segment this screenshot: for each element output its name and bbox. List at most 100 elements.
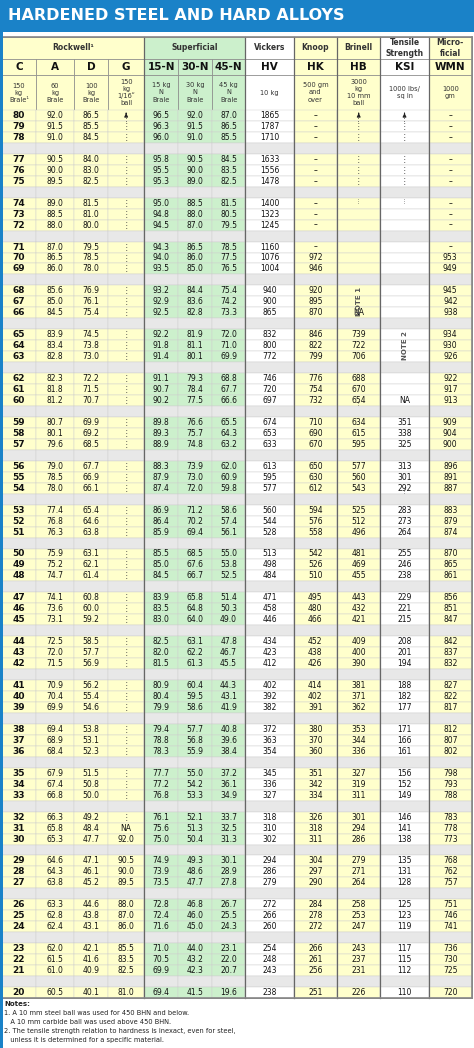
Bar xyxy=(212,505,246,516)
Text: 45.5: 45.5 xyxy=(220,659,237,669)
Bar xyxy=(293,241,337,253)
Bar xyxy=(246,285,293,297)
Text: 84.5: 84.5 xyxy=(83,133,100,141)
Text: 409: 409 xyxy=(351,637,366,647)
Text: 336: 336 xyxy=(262,780,277,789)
Bar xyxy=(212,143,246,154)
Text: 706: 706 xyxy=(351,352,366,362)
Text: –: – xyxy=(313,111,317,119)
Text: 65: 65 xyxy=(13,330,25,340)
Text: unless it is determined for a specific material.: unless it is determined for a specific m… xyxy=(4,1038,164,1043)
Text: 243: 243 xyxy=(262,966,277,975)
Bar xyxy=(178,855,212,867)
Bar xyxy=(246,384,293,395)
Text: 61.0: 61.0 xyxy=(46,966,64,975)
Bar xyxy=(2,604,36,614)
Text: 78.3: 78.3 xyxy=(153,747,170,756)
Bar xyxy=(74,241,108,253)
Text: 896: 896 xyxy=(443,462,457,471)
Bar xyxy=(293,341,337,351)
Bar xyxy=(2,395,36,406)
Bar xyxy=(381,669,428,680)
Text: –: – xyxy=(313,122,317,131)
Bar xyxy=(428,439,472,450)
Text: 799: 799 xyxy=(308,352,323,362)
Bar xyxy=(178,592,212,604)
Text: 762: 762 xyxy=(443,868,457,876)
Text: 392: 392 xyxy=(262,692,277,701)
Bar xyxy=(293,253,337,263)
Text: 634: 634 xyxy=(351,418,366,427)
Text: 86.5: 86.5 xyxy=(46,254,64,262)
Text: 80: 80 xyxy=(13,111,25,119)
Bar xyxy=(36,648,74,658)
Text: 318: 318 xyxy=(308,824,322,832)
Bar xyxy=(246,538,293,548)
Bar xyxy=(293,801,337,811)
Text: ⋮: ⋮ xyxy=(122,790,130,800)
Bar xyxy=(212,790,246,801)
Bar xyxy=(293,384,337,395)
Bar xyxy=(337,516,381,526)
Text: ⋮: ⋮ xyxy=(122,561,130,569)
Bar xyxy=(178,779,212,790)
Text: 41: 41 xyxy=(12,681,25,690)
Text: 59.5: 59.5 xyxy=(186,692,203,701)
Text: 75.7: 75.7 xyxy=(186,429,203,438)
Bar xyxy=(381,209,428,220)
Text: 91.0: 91.0 xyxy=(46,133,64,141)
Bar xyxy=(74,297,108,307)
Bar xyxy=(144,461,178,472)
Bar xyxy=(337,867,381,877)
Bar xyxy=(108,790,144,801)
Bar xyxy=(337,154,381,165)
Bar xyxy=(36,702,74,713)
Bar xyxy=(212,329,246,341)
Text: 934: 934 xyxy=(443,330,457,340)
Text: 67: 67 xyxy=(12,298,25,306)
Text: 85.0: 85.0 xyxy=(186,264,203,274)
Bar xyxy=(36,965,74,976)
Bar xyxy=(178,241,212,253)
Text: –: – xyxy=(448,122,452,131)
Bar xyxy=(246,877,293,889)
Bar xyxy=(212,417,246,428)
Bar xyxy=(428,329,472,341)
Bar xyxy=(178,845,212,855)
Bar xyxy=(36,669,74,680)
Bar xyxy=(108,384,144,395)
Bar xyxy=(212,439,246,450)
Bar xyxy=(2,526,36,538)
Bar xyxy=(293,450,337,461)
Text: 92.0: 92.0 xyxy=(46,111,64,119)
Bar xyxy=(36,329,74,341)
Text: ⋮: ⋮ xyxy=(122,308,130,318)
Bar xyxy=(246,746,293,757)
Bar xyxy=(337,417,381,428)
Text: 837: 837 xyxy=(443,648,457,657)
Text: ⋮: ⋮ xyxy=(122,637,130,647)
Bar xyxy=(246,110,293,121)
Bar xyxy=(2,833,36,845)
Bar xyxy=(381,428,428,439)
Bar xyxy=(144,297,178,307)
Bar xyxy=(212,110,246,121)
Text: 363: 363 xyxy=(262,736,277,745)
Text: 88.5: 88.5 xyxy=(186,199,203,208)
Text: 60: 60 xyxy=(13,396,25,405)
Text: 92.2: 92.2 xyxy=(153,330,169,340)
Bar xyxy=(74,472,108,483)
Bar xyxy=(36,209,74,220)
Text: 318: 318 xyxy=(262,812,277,822)
Text: 909: 909 xyxy=(443,418,457,427)
Text: 86.5: 86.5 xyxy=(220,122,237,131)
Bar xyxy=(36,604,74,614)
Bar xyxy=(74,570,108,582)
Bar xyxy=(381,110,428,121)
Text: 1000
gm: 1000 gm xyxy=(442,86,459,99)
Bar xyxy=(144,626,178,636)
Text: 45: 45 xyxy=(12,615,25,625)
Bar xyxy=(293,516,337,526)
Bar xyxy=(178,548,212,560)
Bar xyxy=(337,450,381,461)
